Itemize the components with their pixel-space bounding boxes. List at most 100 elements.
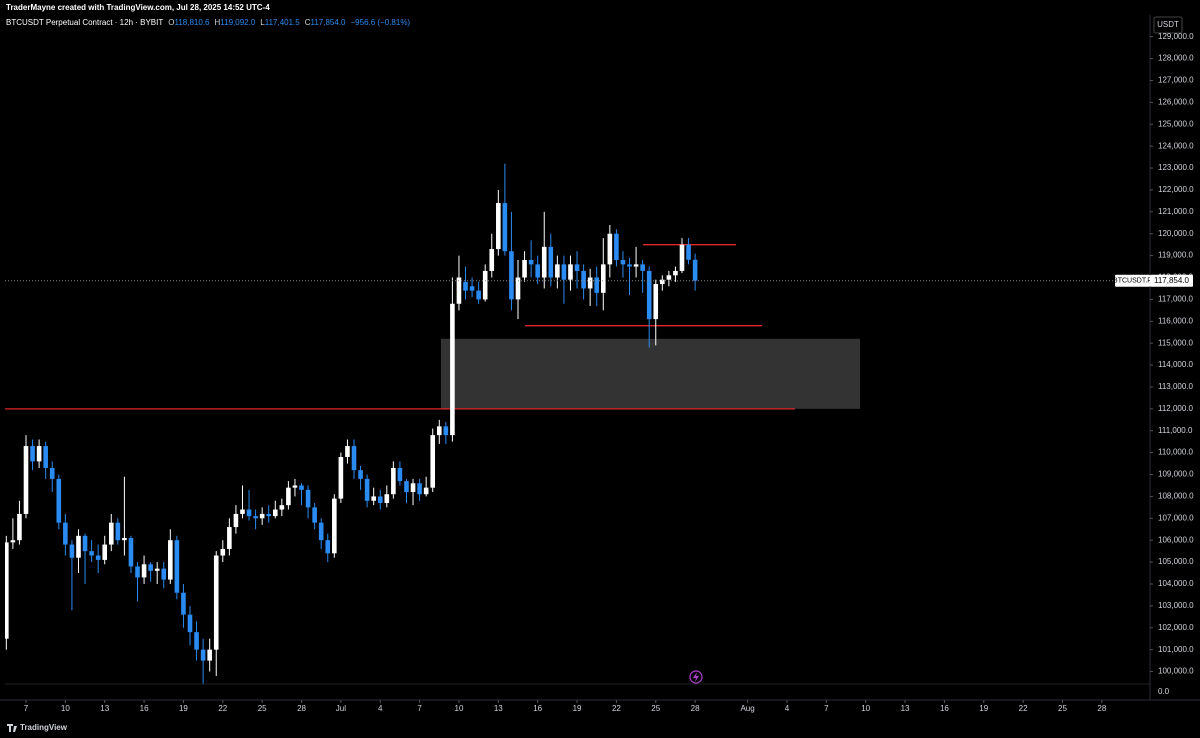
candle-body [220, 548, 226, 556]
y-tick-label: 110,000.0 [1158, 448, 1194, 457]
y-tick-label: 117,000.0 [1158, 295, 1194, 304]
candle-body [686, 244, 691, 260]
candle-body [115, 522, 121, 541]
candle-body [364, 478, 370, 501]
y-tick-label: 123,000.0 [1158, 163, 1194, 172]
candle-body [148, 564, 153, 571]
candle-body [43, 446, 48, 468]
ohlc-key: L [260, 18, 265, 27]
candle-body [95, 555, 101, 560]
candle-body [286, 487, 291, 506]
candle-body [292, 485, 298, 488]
x-tick-label: 22 [612, 704, 621, 713]
candle-body [561, 264, 567, 280]
candle-body [384, 494, 390, 503]
x-tick-label: 28 [1097, 704, 1106, 713]
y-tick-label: 119,000.0 [1158, 251, 1194, 260]
price-tag [1150, 274, 1193, 287]
y-tick-label: 114,000.0 [1158, 360, 1194, 369]
y-tick-label: 122,000.0 [1158, 185, 1194, 194]
y-tick-label: 107,000.0 [1158, 513, 1194, 522]
candle-body [338, 457, 344, 499]
candle-body [522, 259, 527, 278]
currency-box [1153, 16, 1183, 34]
candle-body [653, 284, 659, 320]
y-tick-label: 124,000.0 [1158, 141, 1194, 150]
candle-body [614, 233, 619, 260]
candle-body [82, 535, 88, 552]
candle-body [555, 264, 560, 278]
candle-body [482, 270, 488, 300]
x-tick-label: 19 [573, 704, 582, 713]
candle-body [36, 446, 42, 462]
candle-body [227, 527, 232, 549]
lightning-icon [689, 670, 703, 684]
y-tick-label: 101,000.0 [1158, 645, 1194, 654]
candle-body [692, 259, 698, 281]
y-tick-label: 126,000.0 [1158, 97, 1194, 106]
y-tick-label: 111,000.0 [1158, 426, 1193, 435]
candle-body [351, 446, 357, 471]
candle-body [102, 544, 108, 560]
candle-body [358, 470, 363, 479]
candle-body [587, 277, 593, 289]
candle-body [443, 426, 449, 436]
candle-body [594, 277, 600, 293]
y-tick-label: 104,000.0 [1158, 579, 1194, 588]
candle-body [391, 467, 396, 495]
y-tick-label: 102,000.0 [1158, 623, 1194, 632]
x-tick-label: 22 [218, 704, 227, 713]
candle-body [30, 446, 35, 462]
candle-body [600, 264, 606, 293]
x-tick-label: 13 [494, 704, 503, 713]
x-tick-label: 4 [378, 704, 383, 713]
candle-body [207, 649, 212, 661]
y-tick-label: 121,000.0 [1158, 207, 1194, 216]
x-tick-label: 13 [901, 704, 910, 713]
candle-body [312, 507, 317, 523]
candle-body [240, 509, 245, 514]
ohlc-key: C [304, 18, 311, 27]
currency: USDT [1157, 20, 1179, 29]
x-tick-label: 10 [861, 704, 870, 713]
y-tick-label: 115,000.0 [1158, 338, 1194, 347]
price-tag-label: 117,854.0 [1154, 276, 1190, 285]
y-tick-label: 120,000.0 [1158, 229, 1194, 238]
x-tick-label: 16 [940, 704, 949, 713]
candle-body [397, 467, 403, 482]
x-tick-label: Aug [740, 704, 754, 713]
x-tick-label: 25 [1058, 704, 1067, 713]
ohlc-key: O [168, 18, 175, 27]
candle-body [568, 264, 573, 280]
x-tick-label: Jul [336, 704, 346, 713]
y-tick-label: 106,000.0 [1158, 535, 1194, 544]
candle-body [620, 259, 626, 265]
candle-body [633, 264, 639, 267]
x-tick-label: 25 [258, 704, 267, 713]
symbol-tag-label: BTCUSDT.P [1113, 278, 1152, 285]
candle-body [154, 568, 160, 571]
x-tick-label: 10 [61, 704, 70, 713]
candle-body [69, 544, 75, 558]
candle-body [181, 592, 186, 615]
x-tick-label: 4 [785, 704, 790, 713]
y-tick-label: 103,000.0 [1158, 601, 1194, 610]
candle-body [325, 540, 331, 554]
y-tick-label: 109,000.0 [1158, 470, 1194, 479]
x-tick-label: 22 [1019, 704, 1028, 713]
symbol: BTCUSDT Perpetual Contract · 12h · BYBIT [6, 18, 164, 27]
x-tick-label: 28 [297, 704, 306, 713]
candle-body [246, 509, 252, 517]
candle-body [627, 264, 632, 267]
y-tick-label: 105,000.0 [1158, 557, 1194, 566]
candle-body [10, 540, 16, 543]
symbol-tag [1115, 274, 1150, 287]
y-tick-label: 113,000.0 [1158, 382, 1194, 391]
pane-zero-label: 0.0 [1158, 687, 1170, 696]
x-tick-label: 19 [179, 704, 188, 713]
ohlc-value: 118,810.6 [174, 18, 210, 27]
candle-body [108, 522, 114, 545]
candle-body [535, 264, 540, 278]
